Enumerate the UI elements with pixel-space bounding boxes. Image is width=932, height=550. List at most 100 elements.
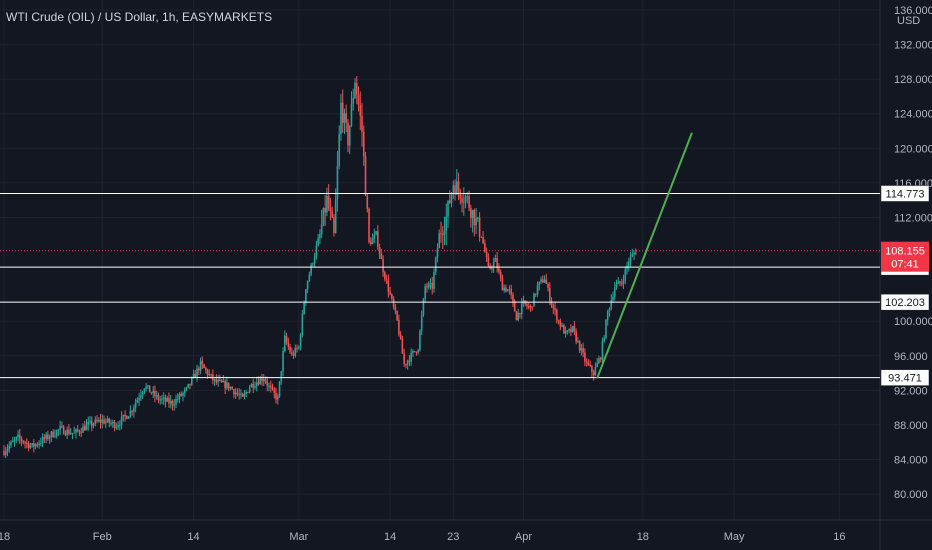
time-tick-label: 14 bbox=[384, 531, 396, 543]
candle-body bbox=[487, 257, 490, 266]
candle-body bbox=[227, 382, 230, 389]
candle-body bbox=[420, 315, 423, 331]
time-tick-label: Mar bbox=[289, 531, 308, 543]
candle-body bbox=[83, 426, 86, 431]
candle-body bbox=[482, 237, 484, 244]
candle-body bbox=[289, 346, 291, 353]
candle-body bbox=[97, 419, 100, 422]
candle-body bbox=[8, 445, 11, 449]
candle-body bbox=[266, 382, 269, 386]
candle-body bbox=[57, 429, 60, 431]
candle-body bbox=[110, 423, 112, 425]
candle-body bbox=[463, 201, 465, 203]
candle-body bbox=[20, 438, 23, 442]
candle-body bbox=[140, 395, 142, 398]
candle-body bbox=[361, 115, 363, 132]
candle-body bbox=[545, 279, 548, 284]
candle-body bbox=[619, 281, 621, 284]
candle-body bbox=[624, 269, 627, 281]
candle-body bbox=[169, 400, 172, 404]
candle-body bbox=[448, 200, 451, 203]
candle-body bbox=[403, 353, 405, 365]
candle-body bbox=[245, 392, 247, 394]
candle-body bbox=[306, 281, 309, 290]
candle-body bbox=[578, 340, 581, 351]
candle-body bbox=[503, 287, 505, 291]
candle-body bbox=[134, 402, 137, 408]
candle-body bbox=[508, 288, 511, 290]
candle-body bbox=[340, 102, 342, 135]
candle-body bbox=[631, 254, 634, 257]
candle-body bbox=[148, 385, 151, 393]
candle-body bbox=[41, 437, 44, 444]
candle-body bbox=[394, 306, 397, 311]
candle-body bbox=[143, 388, 146, 393]
candle-body bbox=[164, 397, 167, 402]
candle-body bbox=[113, 421, 116, 429]
candle-body bbox=[564, 330, 567, 334]
candle-body bbox=[303, 302, 305, 314]
candle-body bbox=[515, 311, 518, 321]
candle-body bbox=[591, 365, 593, 372]
time-tick-label: 16 bbox=[833, 531, 845, 543]
candle-body bbox=[371, 238, 374, 245]
candle-body bbox=[48, 437, 51, 439]
candle-body bbox=[147, 385, 149, 387]
candle-body bbox=[496, 257, 498, 269]
candle-body bbox=[480, 236, 483, 238]
candle-body bbox=[17, 434, 19, 438]
price-tick-label: 132.000 bbox=[894, 40, 932, 52]
candle-body bbox=[505, 287, 507, 292]
candle-body bbox=[536, 285, 539, 295]
candle-body bbox=[387, 280, 390, 292]
candle-body bbox=[568, 329, 570, 331]
candle-body bbox=[106, 418, 109, 422]
candle-body bbox=[494, 257, 497, 262]
candle-body bbox=[533, 293, 535, 307]
candle-body bbox=[635, 252, 637, 254]
time-tick-label: 18 bbox=[0, 531, 10, 543]
candle-body bbox=[250, 383, 253, 388]
candle-body bbox=[415, 351, 418, 353]
candle-body bbox=[513, 301, 516, 312]
candle-body bbox=[199, 360, 202, 371]
time-axis[interactable]: 18 Feb 14 Mar 14 23 Apr 18 May 16 bbox=[0, 531, 846, 543]
candle-body bbox=[331, 211, 333, 218]
level-price-tag bbox=[880, 293, 930, 311]
candle-body bbox=[541, 279, 544, 283]
candle-body bbox=[313, 256, 316, 264]
candle-body bbox=[599, 358, 602, 360]
candle-body bbox=[222, 380, 225, 383]
candle-body bbox=[320, 224, 323, 234]
candle-body bbox=[178, 393, 181, 399]
candle-body bbox=[219, 379, 221, 381]
candle-body bbox=[319, 233, 321, 239]
candle-body bbox=[601, 341, 604, 360]
candle-body bbox=[252, 383, 255, 388]
candle-body bbox=[145, 386, 147, 389]
candle-body bbox=[298, 346, 300, 349]
candle-body bbox=[477, 217, 479, 219]
candle-body bbox=[427, 283, 430, 288]
candle-body bbox=[343, 113, 346, 123]
trendline[interactable] bbox=[596, 132, 693, 379]
candle-body bbox=[359, 105, 362, 116]
candle-body bbox=[138, 397, 140, 400]
candle-body bbox=[119, 424, 121, 426]
candle-body bbox=[196, 368, 198, 378]
candle-body bbox=[447, 200, 449, 217]
candle-body bbox=[89, 420, 91, 422]
candle-body bbox=[429, 282, 432, 284]
candle-body bbox=[538, 281, 541, 286]
candle-body bbox=[550, 301, 553, 306]
candle-body bbox=[531, 306, 534, 308]
candle-body bbox=[150, 392, 153, 394]
candle-body bbox=[59, 426, 61, 430]
candle-body bbox=[52, 431, 54, 437]
candle-body bbox=[348, 125, 351, 146]
candle-body bbox=[454, 185, 456, 195]
trendline-layer bbox=[596, 132, 693, 379]
candle-body bbox=[499, 271, 502, 279]
candle-body bbox=[615, 283, 618, 288]
